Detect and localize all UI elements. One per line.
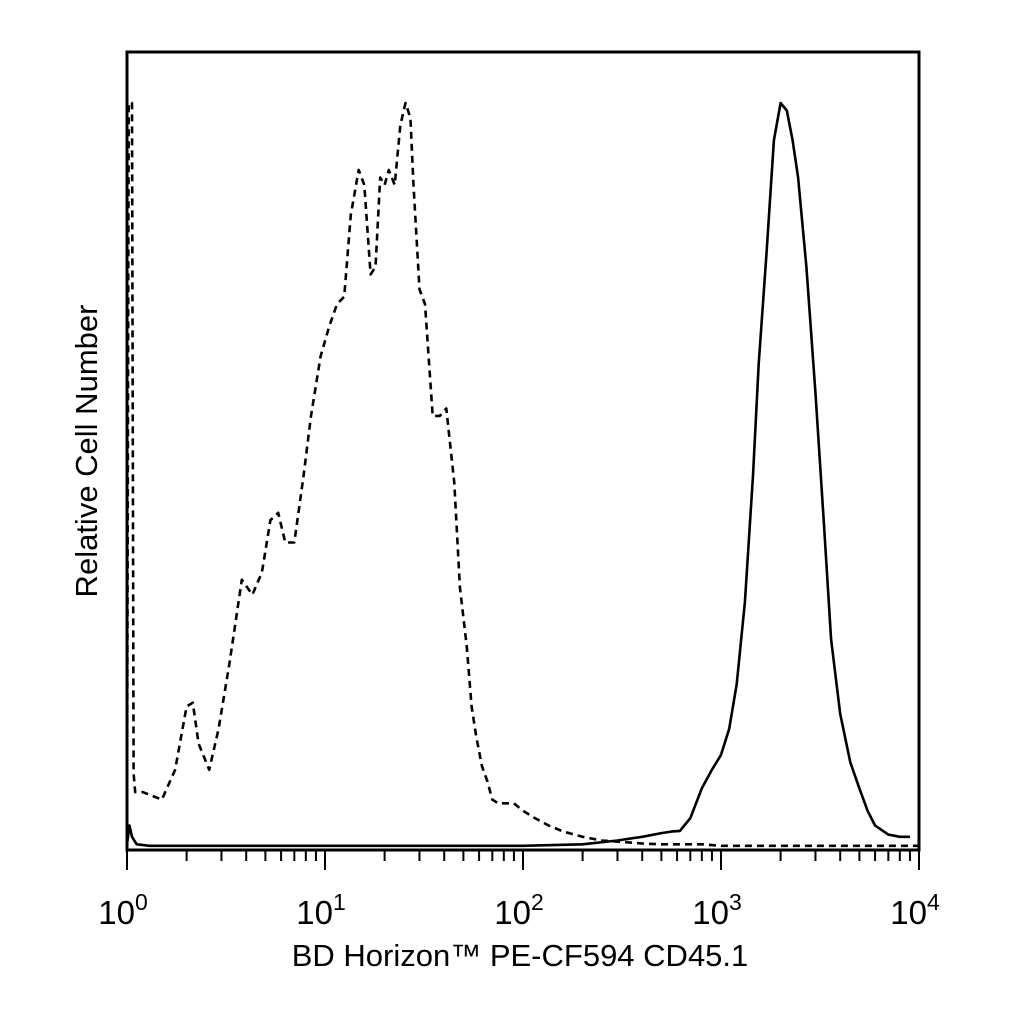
x-axis-ticks bbox=[126, 850, 920, 870]
x-axis-label: BD Horizon™ PE-CF594 CD45.1 bbox=[292, 938, 749, 973]
series-layer bbox=[125, 101, 919, 848]
x-tick-label: 103 bbox=[692, 889, 742, 931]
x-tick-label: 100 bbox=[98, 889, 148, 931]
x-axis-tick-labels: 100 101 102 103 104 bbox=[98, 889, 940, 931]
y-axis-label: Relative Cell Number bbox=[69, 305, 104, 598]
x-tick-label: 101 bbox=[296, 889, 346, 931]
histogram-series-dashed bbox=[125, 101, 919, 848]
x-tick-label: 104 bbox=[890, 889, 940, 931]
histogram-series-solid bbox=[125, 101, 910, 848]
x-tick-label: 102 bbox=[494, 889, 544, 931]
plot-frame bbox=[125, 50, 921, 852]
